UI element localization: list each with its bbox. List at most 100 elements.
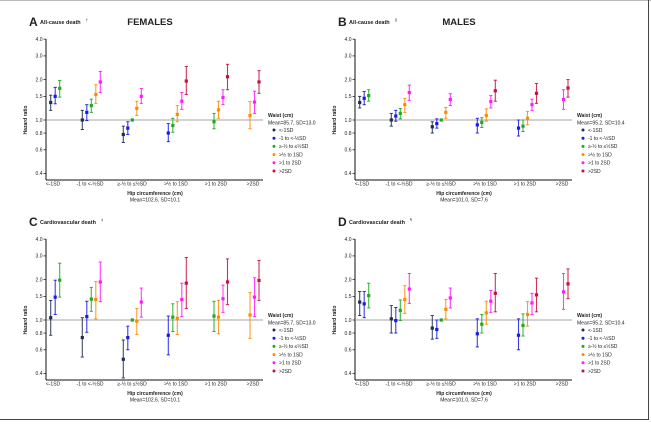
- point-marker: [94, 92, 98, 97]
- y-tick-label: 2.0: [36, 277, 43, 283]
- point-marker: [394, 318, 398, 323]
- point-marker: [85, 315, 89, 319]
- legend-label: >½ to 1SD: [279, 151, 303, 158]
- legend-label: >1 to 2SD: [588, 361, 611, 367]
- legend-marker: [581, 144, 585, 148]
- data-point--to-1SD: [175, 105, 179, 123]
- data-point--1-to-2SD: [221, 89, 225, 106]
- y-tick-label: 1.5: [36, 294, 43, 300]
- x-tick-label: ≥-½ to ≤½SD: [426, 381, 456, 388]
- data-point--to-SD: [58, 80, 62, 98]
- data-point--to-1SD: [248, 101, 252, 130]
- data-point--1-to-2SD: [139, 287, 143, 318]
- point-marker: [521, 124, 525, 128]
- point-marker: [171, 123, 175, 128]
- data-point--1-to-2SD: [407, 273, 411, 304]
- y-tick-label: 2.0: [345, 77, 352, 83]
- panel-letter: D: [338, 215, 347, 229]
- point-marker: [516, 333, 521, 337]
- point-marker: [166, 333, 170, 337]
- data-point--2SD: [566, 268, 570, 300]
- y-tick-label: 1.5: [345, 94, 352, 100]
- data-point--1-to-SD: [394, 109, 398, 122]
- data-point--to-1SD: [484, 300, 488, 325]
- data-point--1-to-2SD: [139, 87, 143, 104]
- data-point--to-SD: [367, 89, 371, 102]
- data-point--1-to-SD: [475, 318, 479, 348]
- legend-marker: [581, 369, 585, 373]
- point-marker: [521, 323, 525, 328]
- panel-c: C Cardiovascular death ‡ 4.0 3.0 2.0 1.5 1.0 0.8…: [23, 215, 316, 404]
- panel-title: All-cause death: [349, 20, 390, 26]
- legend-marker: [272, 128, 276, 132]
- legend-label: >½ to 1SD: [588, 351, 612, 358]
- x-tick-label: -1 to <-½SD: [76, 181, 103, 188]
- legend-label: -1 to <-½SD: [588, 335, 615, 342]
- y-tick-label: 4.0: [345, 237, 352, 243]
- point-marker: [94, 297, 98, 302]
- point-marker: [448, 97, 452, 102]
- point-marker: [561, 290, 566, 294]
- point-marker: [394, 114, 398, 118]
- point-marker: [135, 106, 139, 111]
- legend-marker: [272, 353, 276, 357]
- data-point--1-to-SD: [126, 121, 130, 135]
- data-point--to-SD: [89, 98, 93, 113]
- point-marker: [430, 326, 434, 330]
- legend-label: >2SD: [279, 369, 292, 375]
- legend-marker: [272, 328, 276, 332]
- data-point--1SD: [121, 339, 125, 379]
- point-marker: [98, 80, 102, 84]
- y-tick-label: 0.6: [345, 348, 352, 354]
- legend-label: <-1SD: [588, 328, 603, 334]
- legend: Waist (cm) Mean=85.7, SD=13.0<-1SD-1 to <…: [268, 313, 316, 375]
- data-point--to-1SD: [525, 301, 530, 327]
- data-point--2SD: [566, 79, 570, 98]
- data-point--1-to-SD: [435, 118, 439, 129]
- point-marker: [534, 91, 539, 95]
- point-marker: [216, 108, 221, 112]
- data-point--to-SD: [58, 262, 62, 298]
- legend-label: -1 to <-½SD: [279, 335, 306, 342]
- point-marker: [216, 315, 221, 319]
- y-tick-label: 0.8: [36, 131, 43, 137]
- x-tick-label: >1 to 2SD: [205, 382, 228, 388]
- point-marker: [85, 110, 89, 114]
- data-point--to-SD: [439, 318, 443, 322]
- data-point--to-SD: [398, 299, 402, 322]
- data-point--2SD: [257, 259, 261, 301]
- data-point--1-to-2SD: [530, 292, 534, 315]
- point-marker: [358, 300, 362, 304]
- panel-title-superscript: ‡: [101, 217, 103, 222]
- legend-label: <-1SD: [279, 328, 294, 334]
- x-axis-sublabel: Mean=102.6, SD=10.1: [130, 398, 181, 404]
- data-point--1-to-2SD: [221, 284, 225, 313]
- panel-title: Cardiovascular death: [40, 220, 97, 226]
- y-tick-label: 2.0: [36, 77, 43, 83]
- point-marker: [221, 297, 225, 301]
- point-marker: [89, 104, 93, 108]
- point-marker: [49, 100, 53, 105]
- y-axis-label: Hazard ratio: [23, 106, 29, 135]
- x-tick-label: >2SD: [556, 382, 569, 388]
- legend-label: >1 to 2SD: [279, 161, 302, 167]
- data-point--1SD: [80, 317, 84, 358]
- data-point--1SD: [389, 305, 393, 334]
- x-axis-label: Hip circumference (cm): [127, 191, 183, 197]
- data-point--1-to-2SD: [252, 90, 257, 114]
- point-marker: [49, 316, 53, 320]
- x-axis-label: Hip circumference (cm): [436, 191, 492, 197]
- point-marker: [566, 86, 570, 90]
- point-marker: [480, 322, 484, 326]
- x-axis-label: Hip circumference (cm): [127, 391, 183, 397]
- data-point--to-1SD: [484, 108, 488, 122]
- data-point--1-to-2SD: [448, 93, 452, 107]
- point-marker: [130, 318, 134, 322]
- legend-title: Waist (cm): [268, 113, 293, 119]
- x-tick-label: <-1SD: [46, 182, 61, 188]
- point-marker: [58, 278, 62, 282]
- data-point--1-to-SD: [85, 300, 89, 333]
- point-marker: [444, 110, 448, 114]
- data-point--to-1SD: [175, 301, 179, 335]
- point-marker: [139, 300, 143, 304]
